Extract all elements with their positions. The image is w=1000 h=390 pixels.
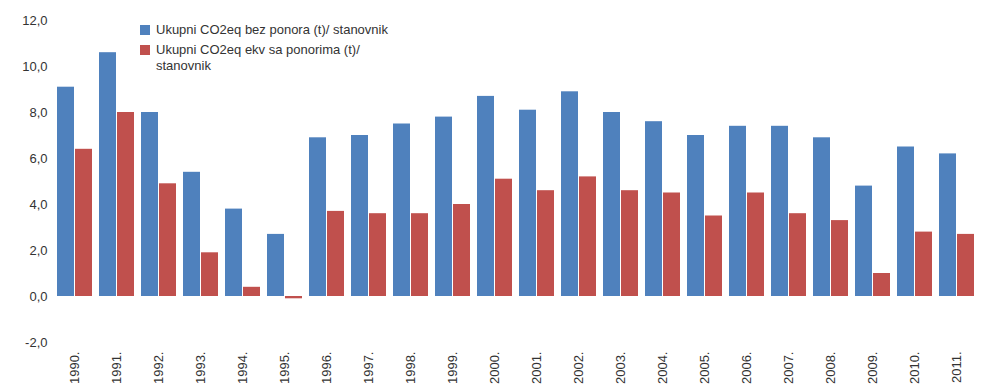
html-text:Ukupni CO2eq bez ponora (t)/ s: Ukupni CO2eq bez ponora (t)/ stanovnik: [156, 22, 388, 37]
svg-text:1994.: 1994.: [235, 352, 250, 385]
svg-text:1999.: 1999.: [445, 352, 460, 385]
svg-text:2009.: 2009.: [865, 352, 880, 385]
svg-text:1998.: 1998.: [403, 352, 418, 385]
svg-text:12,0: 12,0: [22, 13, 47, 28]
html-text:Ukupni CO2eq ekv sa ponorima (: Ukupni CO2eq ekv sa ponorima (t)/ stanov…: [156, 42, 360, 73]
svg-text:1996.: 1996.: [319, 352, 334, 385]
svg-text:2006.: 2006.: [739, 352, 754, 385]
svg-text:2003.: 2003.: [613, 352, 628, 385]
svg-text:1991.: 1991.: [109, 352, 124, 385]
svg-text:10,0: 10,0: [22, 59, 47, 74]
svg-text:2007.: 2007.: [781, 352, 796, 385]
svg-text:2002.: 2002.: [571, 352, 586, 385]
svg-text:2010.: 2010.: [907, 352, 922, 385]
svg-text:1990.: 1990.: [67, 352, 82, 385]
svg-text:2005.: 2005.: [697, 352, 712, 385]
svg-text:1997.: 1997.: [361, 352, 376, 385]
svg-text:4,0: 4,0: [29, 197, 47, 212]
svg-text:6,0: 6,0: [29, 151, 47, 166]
svg-text:2000.: 2000.: [487, 352, 502, 385]
svg-text:1993.: 1993.: [193, 352, 208, 385]
svg-text:8,0: 8,0: [29, 105, 47, 120]
svg-text:1992.: 1992.: [151, 352, 166, 385]
svg-text:-2,0: -2,0: [25, 335, 47, 350]
svg-text:2008.: 2008.: [823, 352, 838, 385]
svg-text:1995.: 1995.: [277, 352, 292, 385]
svg-text:2004.: 2004.: [655, 352, 670, 385]
svg-text:2011.: 2011.: [949, 352, 964, 384]
svg-text:2,0: 2,0: [29, 243, 47, 258]
svg-text:0,0: 0,0: [29, 289, 47, 304]
svg-text:2001.: 2001.: [529, 352, 544, 385]
